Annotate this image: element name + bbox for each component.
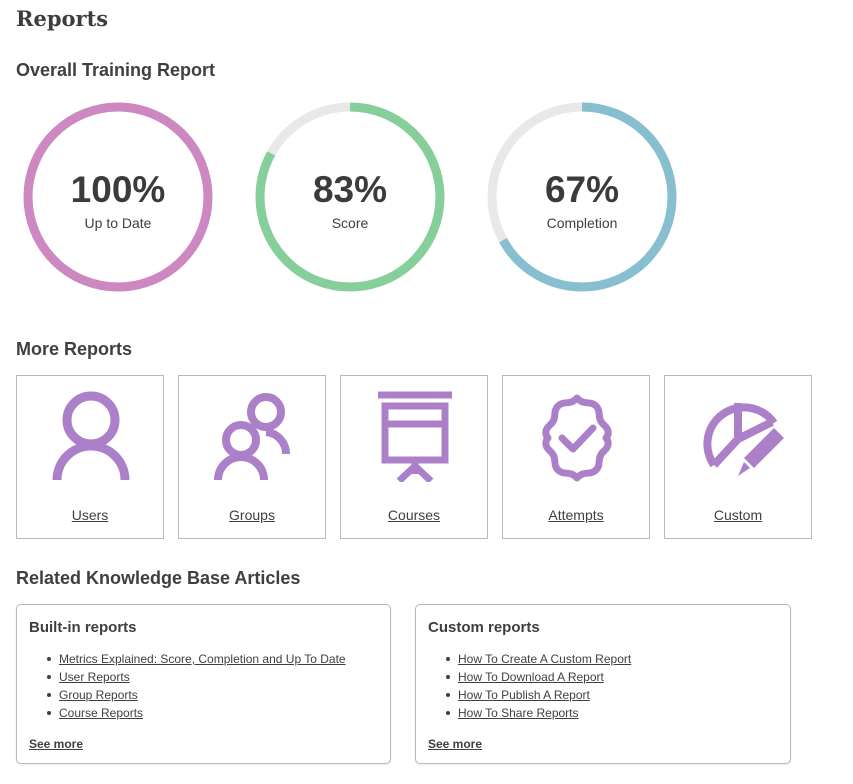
kb-link-group-reports[interactable]: Group Reports (59, 688, 138, 702)
overall-training-heading: Overall Training Report (16, 60, 216, 80)
custom-reports-list: How To Create A Custom Report How To Dow… (445, 650, 632, 722)
built-in-reports-card: Built-in reports Metrics Explained: Scor… (16, 604, 391, 764)
up-to-date-gauge: 100% Up to Date (21, 100, 215, 294)
kb-link-share-reports[interactable]: How To Share Reports (458, 706, 579, 720)
completion-label: Completion (546, 215, 618, 231)
custom-report-link[interactable]: Custom (713, 507, 763, 523)
users-report-link[interactable]: Users (71, 507, 109, 523)
kb-link-metrics-explained[interactable]: Metrics Explained: Score, Completion and… (59, 652, 346, 666)
groups-report-link[interactable]: Groups (229, 507, 275, 523)
custom-reports-card: Custom reports How To Create A Custom Re… (415, 604, 791, 764)
list-item: How To Download A Report (445, 668, 631, 686)
up-to-date-value: 100% (70, 169, 166, 210)
kb-link-course-reports[interactable]: Course Reports (59, 706, 144, 720)
users-report-tile[interactable]: Users (16, 375, 164, 539)
custom-report-tile[interactable]: Custom (664, 375, 812, 539)
page-title: Reports (16, 6, 109, 31)
more-reports-heading: More Reports (16, 339, 133, 359)
up-to-date-ring (23, 102, 213, 292)
kb-link-publish-report[interactable]: How To Publish A Report (458, 688, 590, 702)
kb-link-download-report[interactable]: How To Download A Report (458, 670, 604, 684)
built-in-reports-list: Metrics Explained: Score, Completion and… (47, 650, 346, 722)
courses-report-tile[interactable]: Courses (340, 375, 488, 539)
attempts-report-tile[interactable]: Attempts (502, 375, 650, 539)
completion-ring (487, 102, 677, 292)
kb-link-create-custom-report[interactable]: How To Create A Custom Report (458, 652, 632, 666)
list-item: User Reports (47, 668, 346, 686)
presentation-board-icon (378, 391, 452, 482)
attempts-report-link[interactable]: Attempts (548, 507, 604, 523)
list-item: Group Reports (47, 686, 346, 704)
courses-report-link[interactable]: Courses (387, 507, 441, 523)
custom-reports-title: Custom reports (428, 619, 540, 636)
user-icon (52, 391, 130, 481)
list-item: How To Publish A Report (445, 686, 631, 704)
list-item: How To Create A Custom Report (445, 650, 632, 668)
score-ring (255, 102, 445, 292)
kb-link-user-reports[interactable]: User Reports (59, 670, 130, 684)
score-gauge: 83% Score (253, 100, 447, 294)
completion-gauge: 67% Completion (485, 100, 679, 294)
score-value: 83% (312, 169, 388, 210)
built-in-see-more-link[interactable]: See more (29, 737, 84, 751)
verified-badge-icon (542, 394, 612, 482)
up-to-date-label: Up to Date (84, 215, 152, 231)
pie-chart-pencil-icon (703, 403, 784, 476)
completion-value: 67% (544, 169, 620, 210)
list-item: Metrics Explained: Score, Completion and… (47, 650, 346, 668)
groups-report-tile[interactable]: Groups (178, 375, 326, 539)
group-icon (214, 393, 291, 481)
built-in-reports-title: Built-in reports (29, 619, 137, 636)
list-item: How To Share Reports (445, 704, 631, 722)
related-kb-heading: Related Knowledge Base Articles (16, 568, 301, 588)
score-label: Score (331, 215, 369, 231)
list-item: Course Reports (47, 704, 346, 722)
custom-see-more-link[interactable]: See more (428, 737, 483, 751)
